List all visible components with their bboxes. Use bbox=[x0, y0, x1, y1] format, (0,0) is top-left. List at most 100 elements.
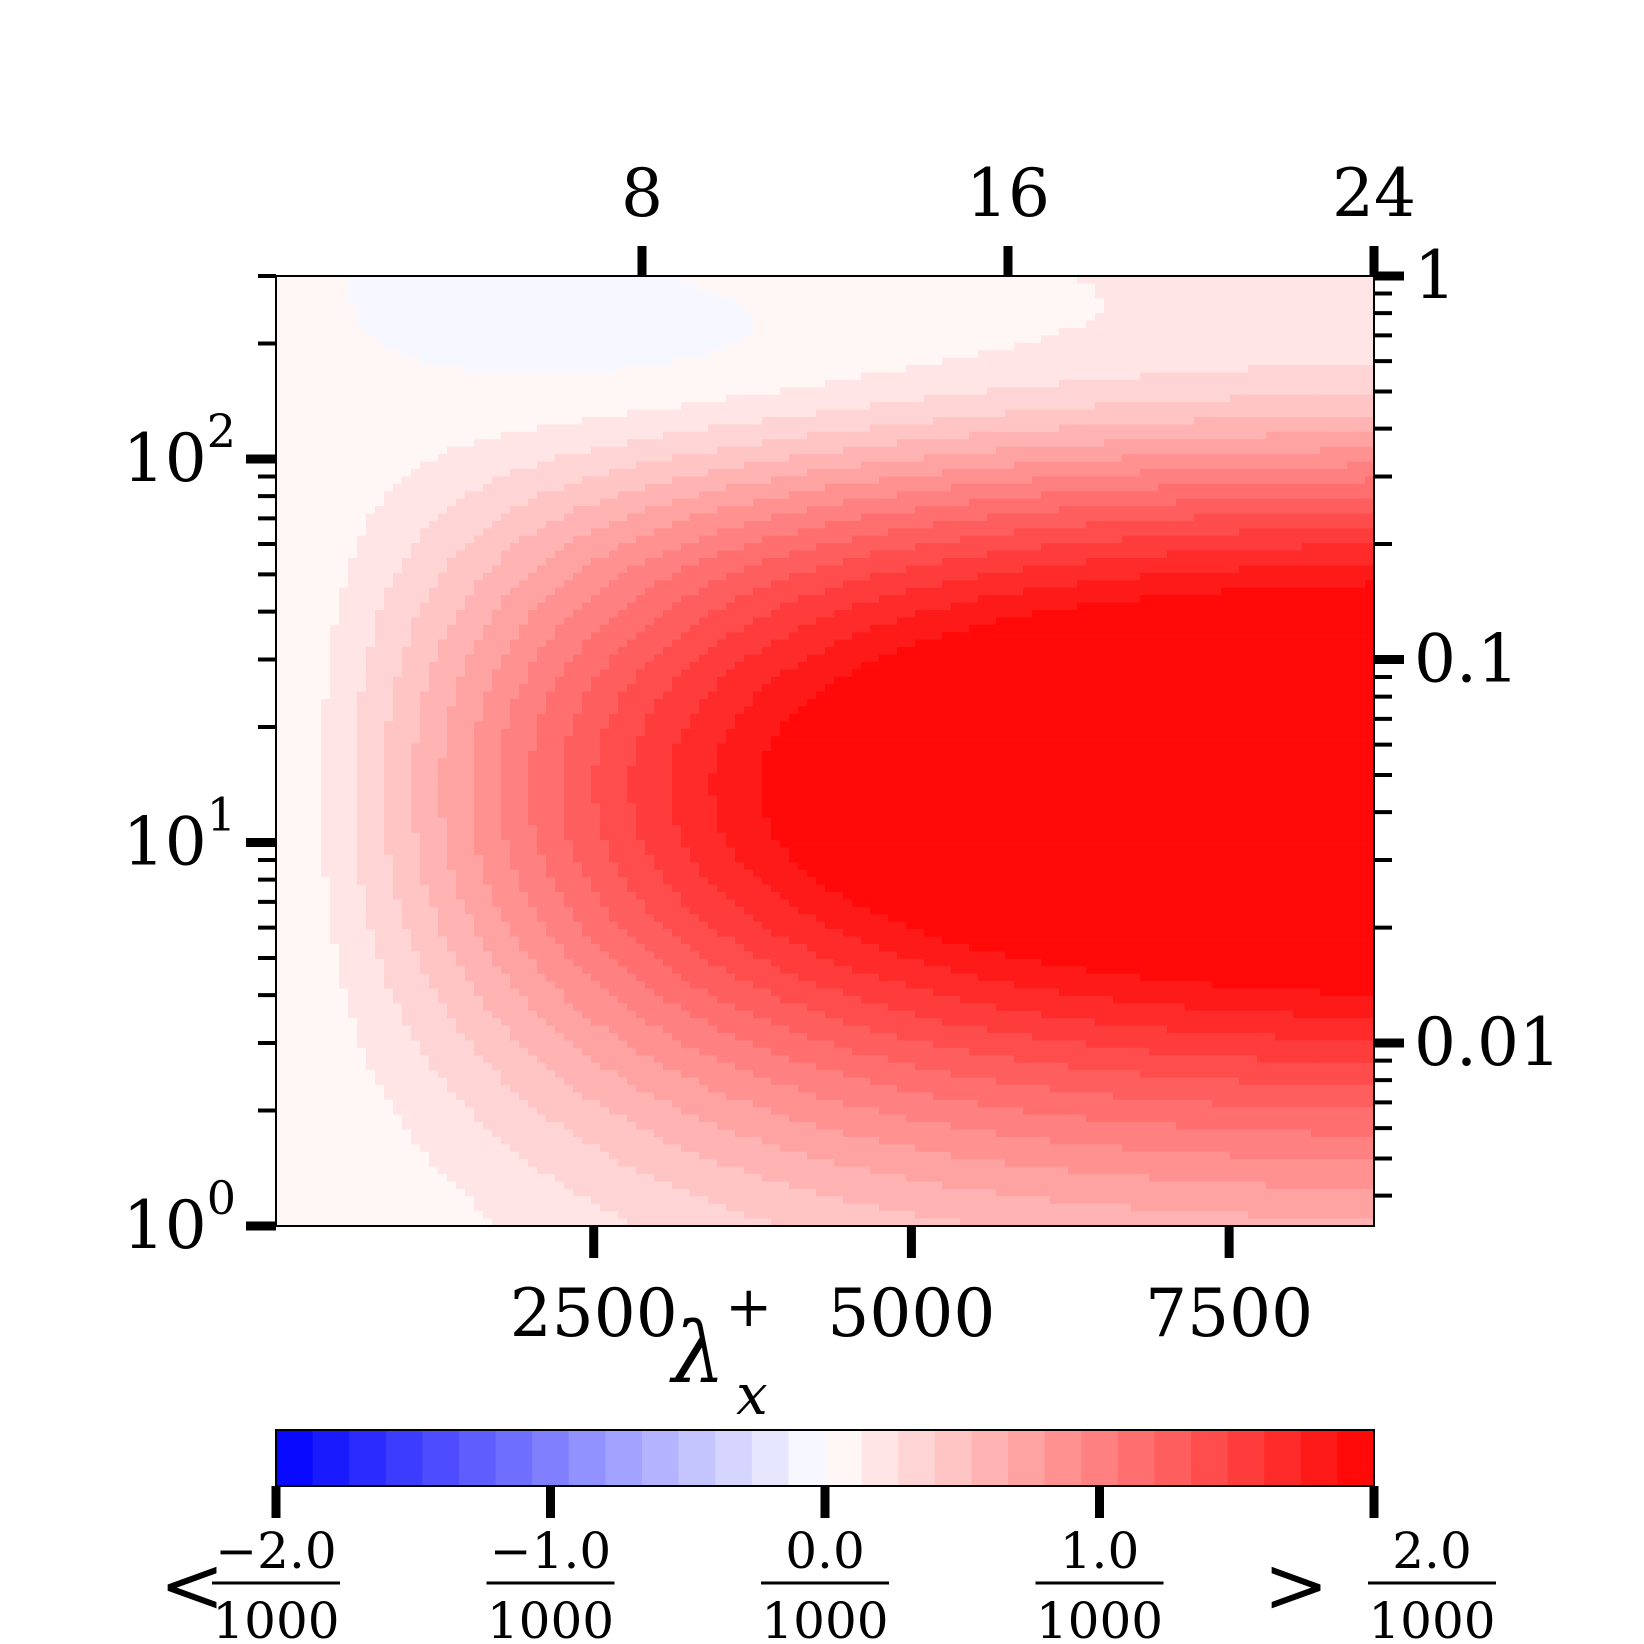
contour-cell bbox=[519, 461, 529, 470]
contour-cell bbox=[1185, 350, 1195, 359]
contour-cell bbox=[510, 372, 520, 381]
contour-cell bbox=[1194, 305, 1204, 314]
contour-cell bbox=[564, 483, 574, 492]
contour-cell bbox=[816, 424, 826, 433]
contour-cell bbox=[762, 409, 772, 418]
contour-cell bbox=[1140, 520, 1150, 529]
contour-cell bbox=[1221, 543, 1231, 552]
contour-cell bbox=[789, 446, 799, 455]
contour-cell bbox=[1221, 394, 1231, 403]
contour-cell bbox=[402, 365, 412, 374]
contour-cell bbox=[1095, 320, 1105, 329]
contour-cell bbox=[699, 327, 709, 336]
contour-cell bbox=[438, 506, 448, 515]
contour-cell bbox=[798, 468, 808, 477]
contour-cell bbox=[1167, 357, 1177, 366]
contour-cell bbox=[1176, 350, 1186, 359]
contour-cell bbox=[627, 320, 637, 329]
contour-cell bbox=[276, 446, 286, 455]
contour-cell bbox=[753, 454, 763, 463]
contour-cell bbox=[834, 394, 844, 403]
contour-cell bbox=[1248, 335, 1258, 344]
contour-cell bbox=[924, 283, 934, 292]
contour-cell bbox=[303, 506, 313, 515]
contour-cell bbox=[978, 476, 988, 485]
contour-cell bbox=[1185, 320, 1195, 329]
contour-cell bbox=[1212, 276, 1222, 285]
contour-cell bbox=[1104, 402, 1114, 411]
contour-cell bbox=[852, 327, 862, 336]
contour-cell bbox=[924, 550, 934, 559]
contour-cell bbox=[1203, 350, 1213, 359]
contour-cell bbox=[474, 365, 484, 374]
contour-cell bbox=[789, 558, 799, 567]
contour-cell bbox=[1185, 513, 1195, 522]
contour-cell bbox=[1158, 520, 1168, 529]
contour-cell bbox=[753, 498, 763, 507]
contour-cell bbox=[645, 550, 655, 559]
contour-cell bbox=[1095, 528, 1105, 537]
contour-cell bbox=[1284, 461, 1294, 470]
contour-cell bbox=[303, 365, 313, 374]
contour-cell bbox=[1239, 387, 1249, 396]
contour-cell bbox=[1257, 379, 1267, 388]
contour-cell bbox=[276, 454, 286, 463]
contour-cell bbox=[465, 342, 475, 351]
contour-cell bbox=[699, 320, 709, 329]
contour-cell bbox=[510, 387, 520, 396]
contour-cell bbox=[780, 320, 790, 329]
contour-cell bbox=[996, 357, 1006, 366]
contour-cell bbox=[708, 558, 718, 567]
contour-cell bbox=[1176, 565, 1186, 574]
contour-cell bbox=[1320, 305, 1330, 314]
contour-cell bbox=[1005, 558, 1015, 567]
contour-cell bbox=[1140, 394, 1150, 403]
contour-cell bbox=[528, 550, 538, 559]
contour-cell bbox=[807, 335, 817, 344]
contour-cell bbox=[474, 327, 484, 336]
contour-cell bbox=[1257, 572, 1267, 581]
contour-cell bbox=[357, 520, 367, 529]
contour-cell bbox=[897, 327, 907, 336]
contour-cell bbox=[1356, 535, 1366, 544]
contour-cell bbox=[537, 558, 547, 567]
contour-cell bbox=[852, 313, 862, 322]
contour-cell bbox=[1122, 446, 1132, 455]
contour-cell bbox=[780, 513, 790, 522]
contour-cell bbox=[1113, 572, 1123, 581]
contour-cell bbox=[1356, 320, 1366, 329]
contour-cell bbox=[753, 520, 763, 529]
contour-cell bbox=[1293, 468, 1303, 477]
contour-cell bbox=[393, 476, 403, 485]
contour-cell bbox=[879, 313, 889, 322]
contour-cell bbox=[510, 409, 520, 418]
contour-cell bbox=[654, 424, 664, 433]
contour-cell bbox=[1131, 550, 1141, 559]
contour-cell bbox=[816, 305, 826, 314]
contour-cell bbox=[726, 520, 736, 529]
contour-cell bbox=[798, 305, 808, 314]
contour-cell bbox=[411, 520, 421, 529]
contour-cell bbox=[717, 327, 727, 336]
contour-cell bbox=[429, 476, 439, 485]
contour-cell bbox=[816, 372, 826, 381]
contour-cell bbox=[645, 506, 655, 515]
contour-cell bbox=[1347, 409, 1357, 418]
contour-cell bbox=[1203, 379, 1213, 388]
contour-cell bbox=[375, 424, 385, 433]
contour-cell bbox=[1158, 379, 1168, 388]
contour-cell bbox=[285, 572, 295, 581]
contour-cell bbox=[501, 461, 511, 470]
contour-cell bbox=[546, 543, 556, 552]
contour-cell bbox=[1005, 461, 1015, 470]
contour-cell bbox=[1023, 372, 1033, 381]
contour-cell bbox=[546, 431, 556, 440]
contour-cell bbox=[735, 431, 745, 440]
contour-cell bbox=[1149, 424, 1159, 433]
contour-cell bbox=[771, 431, 781, 440]
contour-cell bbox=[1050, 513, 1060, 522]
contour-cell bbox=[843, 283, 853, 292]
contour-cell bbox=[960, 350, 970, 359]
contour-cell bbox=[375, 320, 385, 329]
contour-cell bbox=[915, 550, 925, 559]
